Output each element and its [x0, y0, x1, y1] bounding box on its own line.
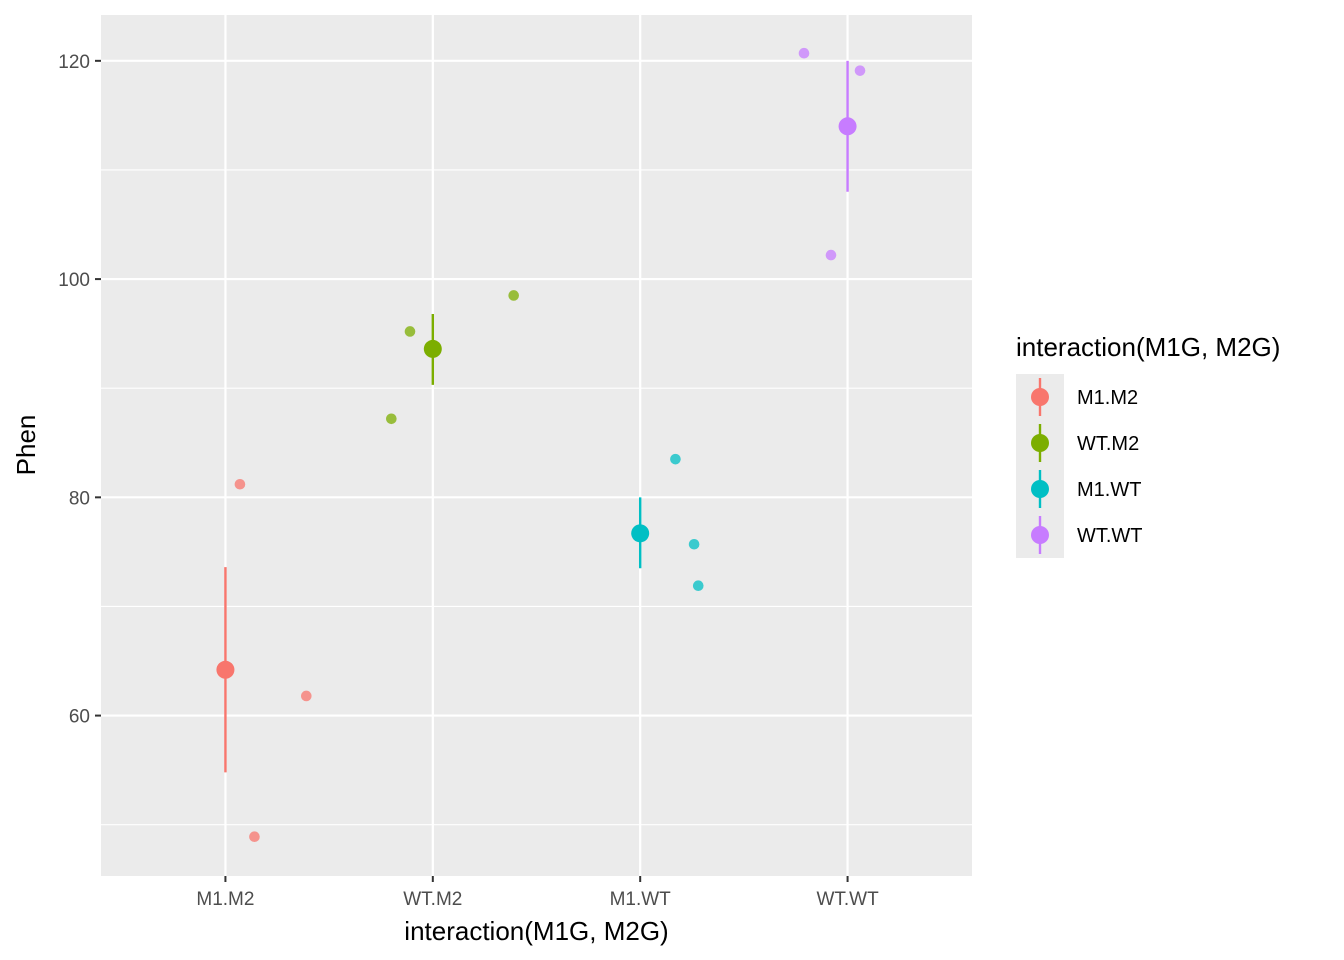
legend-label: M1.M2	[1077, 387, 1138, 409]
y-tick-label: 60	[69, 707, 90, 728]
legend-key-point	[1031, 526, 1049, 544]
legend-label: M1.WT	[1077, 479, 1141, 501]
data-point	[854, 65, 866, 76]
x-axis: M1.M2 WT.M2 M1.WT WT.WT	[196, 876, 879, 910]
data-point	[386, 413, 397, 425]
legend-key-point	[1031, 388, 1049, 406]
mean-point	[838, 117, 857, 136]
data-point	[688, 538, 700, 550]
legend: interaction(M1G, M2G) M1.M2 WT.M2 M1.WT WT.…	[1016, 332, 1280, 558]
data-point	[234, 478, 246, 490]
x-tick-label: WT.WT	[816, 889, 879, 910]
mean-ci-summaries	[216, 60, 857, 773]
data-point	[692, 580, 704, 592]
legend-key-point	[1031, 480, 1049, 498]
data-point	[301, 690, 312, 702]
y-axis: 60 80 100 120	[58, 52, 101, 728]
data-point	[825, 249, 837, 261]
legend-label: WT.WT	[1077, 525, 1143, 547]
data-point	[249, 831, 260, 843]
y-tick-label: 100	[58, 270, 90, 291]
data-point	[508, 290, 519, 301]
mean-point	[631, 524, 650, 543]
data-point	[670, 453, 681, 465]
mean-point	[423, 339, 442, 358]
legend-key-point	[1031, 434, 1049, 452]
data-point	[404, 326, 416, 337]
x-tick-label: WT.M2	[403, 889, 462, 910]
data-point	[798, 47, 810, 59]
y-tick-label: 120	[58, 52, 90, 73]
grid-minor	[101, 169, 972, 826]
y-tick-label: 80	[69, 488, 90, 509]
legend-title: interaction(M1G, M2G)	[1016, 332, 1280, 362]
y-axis-title: Phen	[11, 415, 41, 476]
panel-background	[101, 15, 972, 876]
raw-points	[234, 47, 866, 843]
x-tick-label: M1.WT	[610, 889, 672, 910]
x-tick-label: M1.M2	[196, 889, 254, 910]
mean-point	[216, 660, 235, 679]
x-axis-title: interaction(M1G, M2G)	[404, 916, 668, 946]
legend-label: WT.M2	[1077, 433, 1139, 455]
